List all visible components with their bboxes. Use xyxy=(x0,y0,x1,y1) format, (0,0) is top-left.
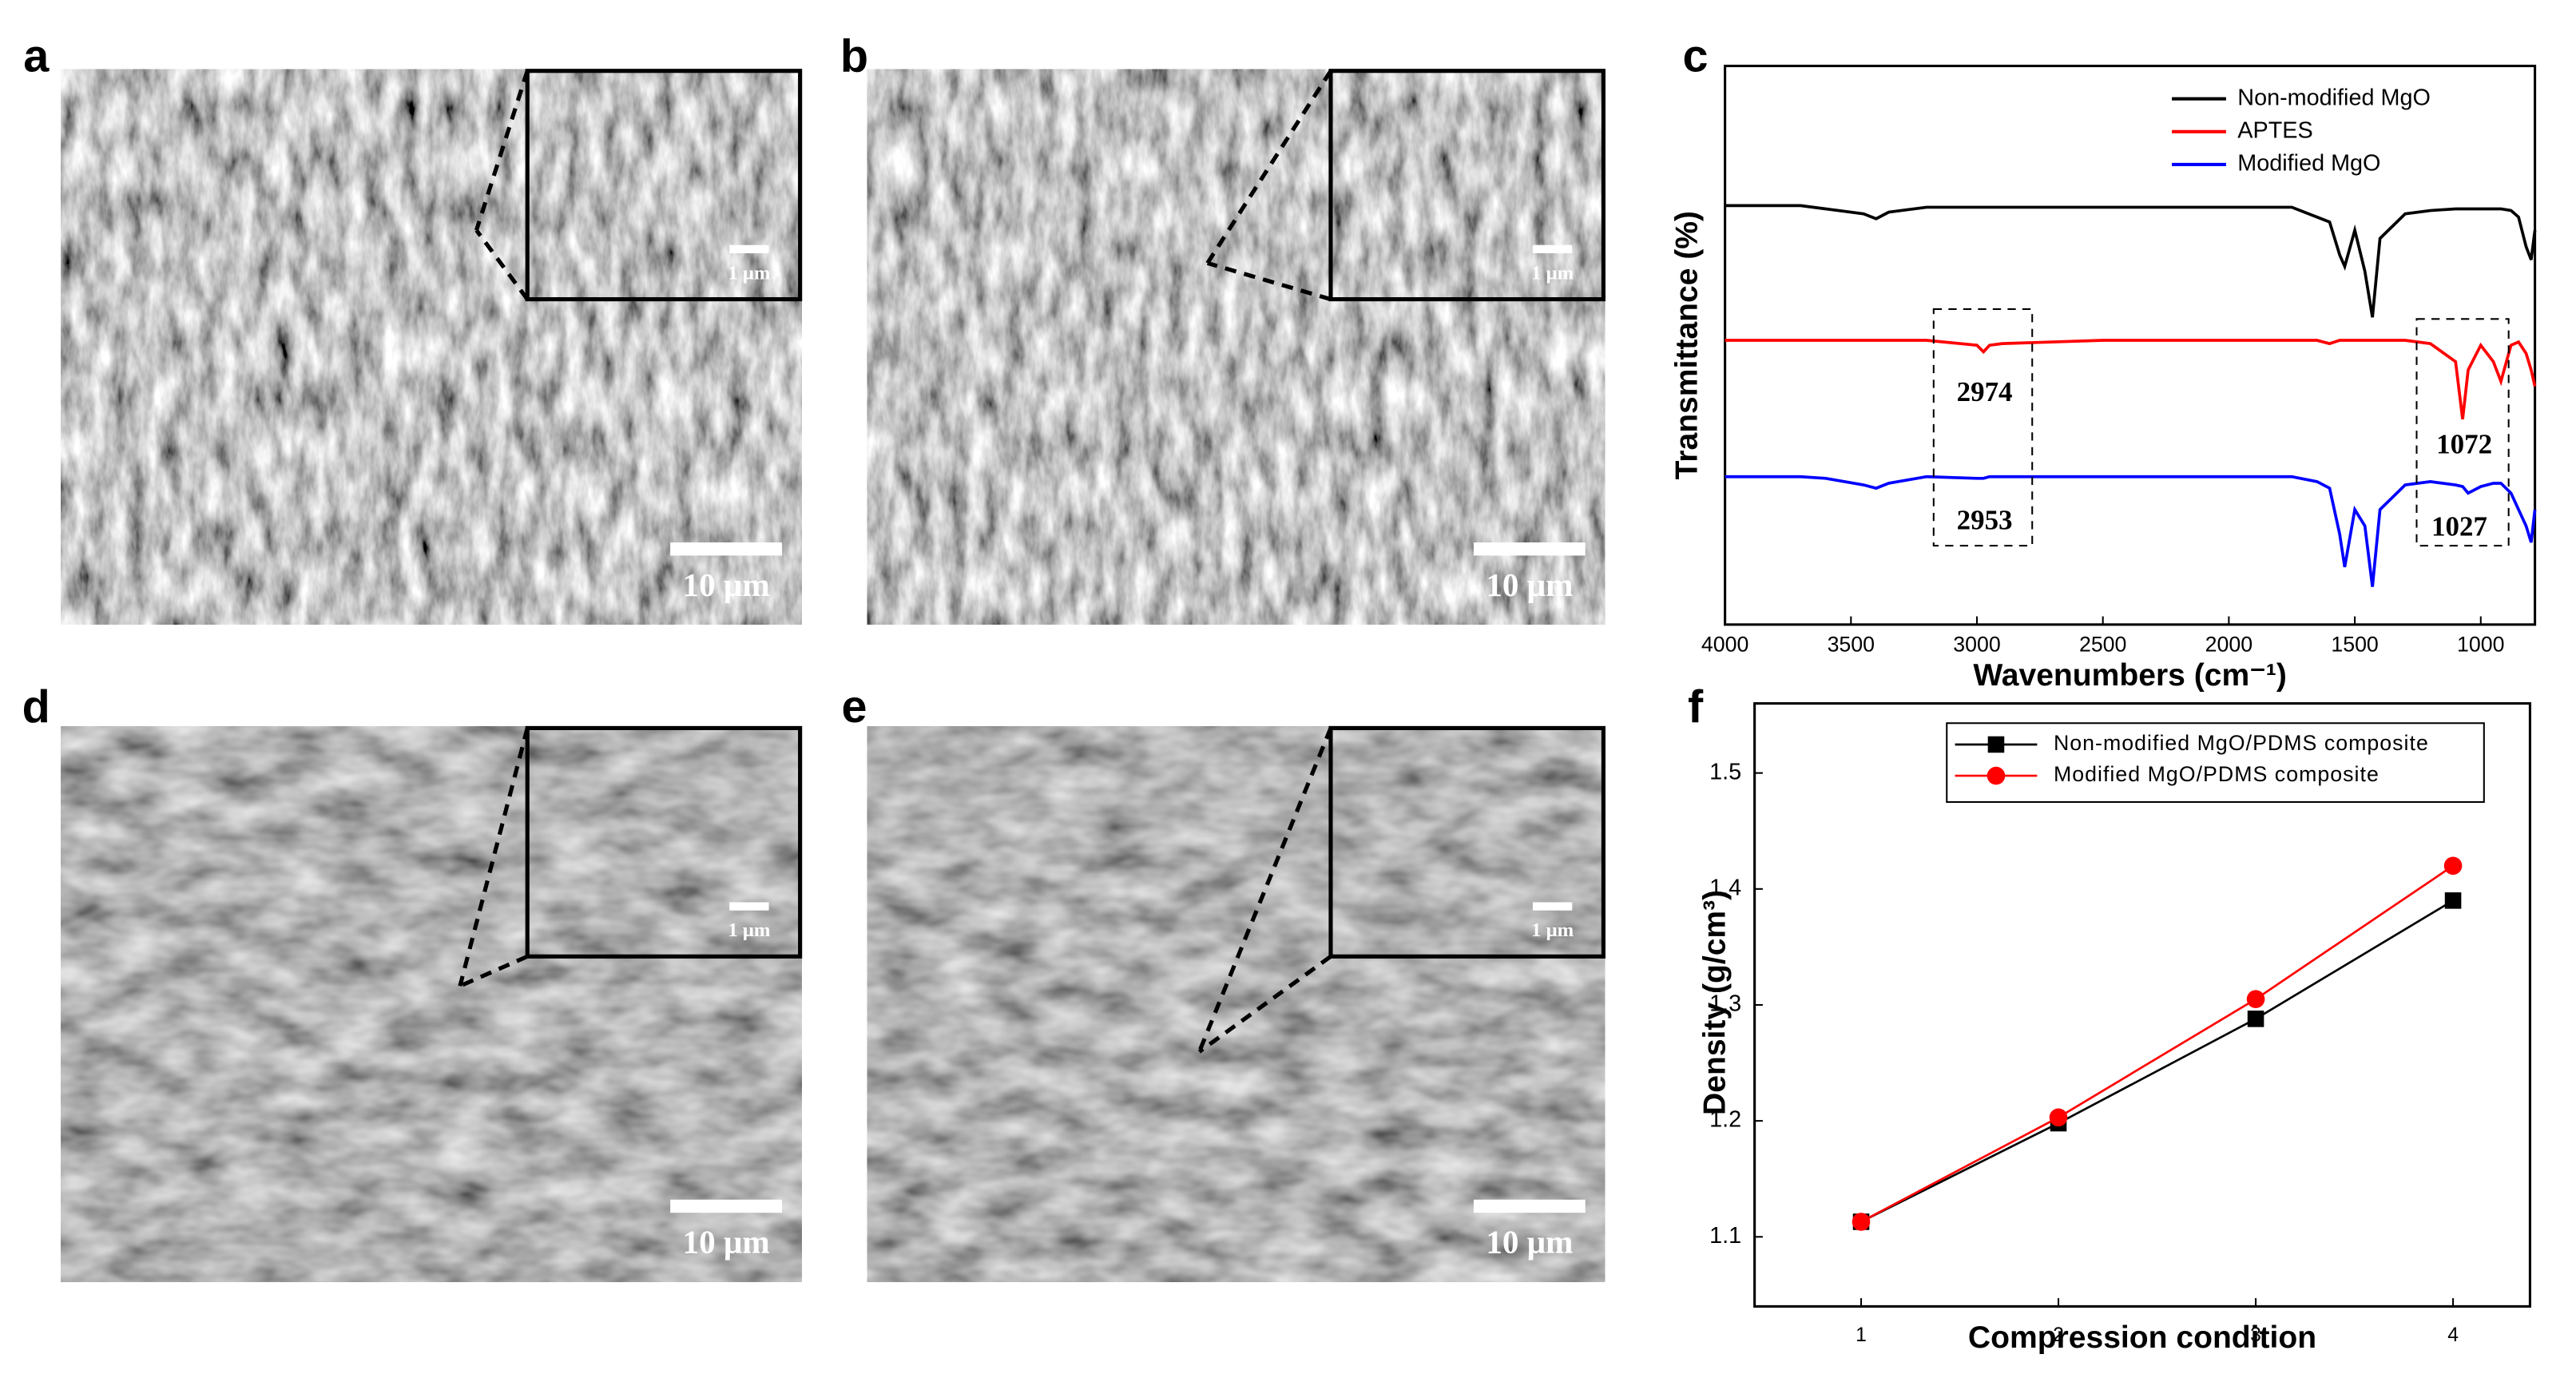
y-tick-label: 1.2 xyxy=(1709,1107,1741,1133)
zoom-line xyxy=(458,727,530,987)
scale-bar xyxy=(670,542,783,556)
plot-frame xyxy=(1724,65,2537,626)
marker xyxy=(2049,1108,2068,1127)
zoom-line xyxy=(474,228,530,301)
x-tick-label: 4000 xyxy=(1701,633,1748,657)
scale-bar xyxy=(1473,1199,1586,1213)
panel-label: d xyxy=(22,681,50,733)
legend-text: Modified MgO xyxy=(2237,151,2380,177)
y-tick-label: 1.4 xyxy=(1709,875,1741,900)
marker xyxy=(2247,1011,2264,1027)
x-tick-label: 4 xyxy=(2447,1324,2459,1346)
marker xyxy=(2444,892,2462,909)
series-line xyxy=(1860,864,2454,1223)
legend-box xyxy=(1946,722,2485,804)
inset-frame xyxy=(525,69,803,302)
inset-image xyxy=(526,69,802,301)
x-tick-label: 2000 xyxy=(2205,633,2253,657)
inset-frame xyxy=(1328,69,1606,302)
series-line xyxy=(1725,339,2537,419)
legend-text: Modified MgO/PDMS composite xyxy=(2054,762,2380,786)
inset-scale-bar xyxy=(729,244,769,254)
scale-text: 10 μm xyxy=(683,1224,770,1261)
panel-label: e xyxy=(841,681,867,733)
y-tick-label: 1.5 xyxy=(1709,759,1741,784)
inset-scale-text: 1 μm xyxy=(728,919,770,941)
y-axis-label: Density (g/cm³) xyxy=(1698,890,1733,1115)
annotation: 1072 xyxy=(2436,429,2492,460)
x-tick-label: 1000 xyxy=(2457,633,2504,657)
scale-text: 10 μm xyxy=(1486,1224,1573,1261)
inset-scale-bar xyxy=(1532,244,1573,254)
inset-scale-text: 1 μm xyxy=(1531,919,1574,941)
panel-label: b xyxy=(840,31,868,82)
highlight-box xyxy=(1932,308,2034,547)
x-tick-label: 3500 xyxy=(1828,633,1875,657)
y-tick-label: 1.3 xyxy=(1709,991,1741,1017)
annotation: 1027 xyxy=(2431,511,2487,542)
y-axis-label: Transmittance (%) xyxy=(1670,211,1705,479)
marker xyxy=(2246,990,2265,1009)
inset-scale-bar xyxy=(729,902,769,911)
x-tick-label: 1500 xyxy=(2331,633,2378,657)
x-tick-label: 2 xyxy=(2053,1324,2064,1346)
inset-scale-bar xyxy=(1532,902,1573,911)
x-tick-label: 2500 xyxy=(2079,633,2126,657)
x-tick-label: 3000 xyxy=(1953,633,2000,657)
y-tick-label: 1.1 xyxy=(1709,1223,1741,1249)
inset-image xyxy=(526,726,802,959)
zoom-line xyxy=(458,954,529,988)
legend-marker xyxy=(1987,736,2005,753)
annotation: 2953 xyxy=(1957,504,2013,535)
legend-marker xyxy=(1987,766,2006,785)
legend-text: Non-modified MgO xyxy=(2237,85,2431,110)
annotation: 2974 xyxy=(1957,376,2013,407)
marker xyxy=(2443,856,2463,876)
marker xyxy=(1852,1213,1871,1231)
panel-label: f xyxy=(1688,681,1704,733)
panel-label: c xyxy=(1683,31,1709,82)
x-tick-label: 3 xyxy=(2250,1324,2261,1346)
scale-bar xyxy=(1473,542,1586,556)
zoom-line xyxy=(474,69,530,232)
legend-text: Non-modified MgO/PDMS composite xyxy=(2054,731,2429,755)
scale-text: 10 μm xyxy=(683,566,770,603)
inset-frame xyxy=(525,725,803,959)
series-line xyxy=(1725,204,2537,318)
x-axis-label: Compression condition xyxy=(1968,1320,2316,1355)
inset-scale-text: 1 μm xyxy=(1531,262,1574,284)
x-tick-label: 1 xyxy=(1856,1324,1867,1346)
x-axis-label: Wavenumbers (cm⁻¹) xyxy=(1973,658,2287,693)
zoom-line xyxy=(1197,955,1332,1054)
scale-text: 10 μm xyxy=(1486,566,1573,603)
series-line xyxy=(1725,475,2537,587)
highlight-box xyxy=(2415,318,2510,547)
legend-text: APTES xyxy=(2237,117,2312,143)
scale-bar xyxy=(670,1199,783,1213)
zoom-line xyxy=(1206,260,1332,302)
inset-frame xyxy=(1328,725,1606,959)
inset-scale-text: 1 μm xyxy=(728,262,770,284)
panel-label: a xyxy=(23,31,50,82)
series-line xyxy=(1860,899,2454,1223)
